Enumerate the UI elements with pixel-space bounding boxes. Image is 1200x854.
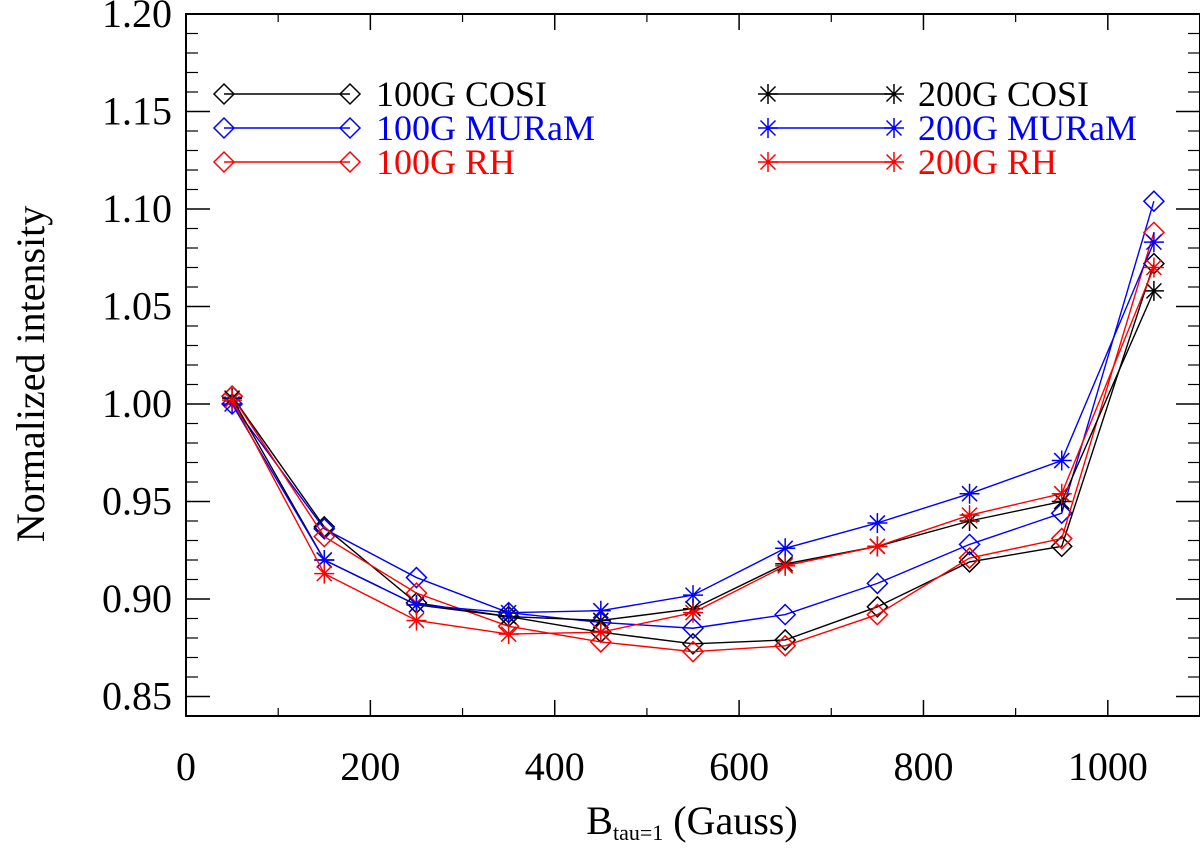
data-point [681,617,705,640]
data-point [681,632,705,655]
y-tick-label: 1.00 [102,381,172,426]
x-tick-label: 200 [340,744,400,789]
data-point [498,602,519,623]
data-point [866,572,889,595]
data-point [958,546,981,570]
data-point [1143,257,1164,278]
data-point [775,538,796,559]
series-line [231,290,1155,622]
data-point [590,622,611,643]
legend-marker [884,84,904,104]
legend-label: 200G RH [918,142,1057,182]
series-200g-rh [222,257,1164,645]
y-tick-label: 1.20 [102,0,172,36]
legend-marker [212,116,236,140]
legend-entry: 200G RH [758,142,1057,182]
data-point [958,550,981,574]
legend-marker [212,150,236,174]
y-tick-label: 0.95 [102,479,172,524]
data-point [1050,502,1073,525]
data-point [867,536,888,557]
legend-label: 100G MURaM [376,108,595,148]
legend-entry: 200G COSI [758,74,1089,114]
data-point [1051,450,1072,471]
x-axis-title: Btau=1 (Gauss) [586,798,797,845]
series-line [231,267,1155,635]
data-point [1142,190,1165,213]
legend-marker [338,116,362,140]
data-point [406,610,427,631]
x-axis-title-unit: (Gauss) [673,798,797,843]
series-200g-muram [222,232,1164,623]
x-tick-label: 0 [176,744,196,789]
legend-marker [338,150,362,174]
data-point [867,512,888,533]
legend-label: 100G COSI [376,74,547,114]
data-point [866,595,889,618]
data-point [959,505,980,526]
data-point [406,594,427,615]
legend-marker [884,118,904,138]
data-point [681,640,705,663]
series-line [231,263,1155,645]
y-tick-label: 1.10 [102,186,172,231]
legend-label: 200G MURaM [918,108,1137,148]
data-point [222,390,243,411]
legend-entry: 100G COSI [212,74,547,114]
data-point [590,600,611,621]
y-tick-label: 1.15 [102,89,172,134]
data-point [1050,535,1073,558]
data-point [683,585,703,606]
data-point [314,550,335,570]
y-tick-label: 0.85 [102,674,172,719]
data-point [314,563,335,584]
y-tick-label: 1.05 [102,284,172,329]
data-point [1050,527,1073,550]
legend-label: 200G COSI [918,74,1089,114]
legend-marker [758,84,778,104]
data-point [498,624,519,645]
series-line [231,232,1155,653]
data-point [1143,232,1164,253]
legend-entry: 200G MURaM [758,108,1137,148]
x-tick-label: 1000 [1068,744,1148,789]
data-point [774,603,797,626]
x-axis-title-subscript: tau=1 [613,820,663,845]
data-point [958,533,981,556]
series-line [231,201,1155,629]
series-line [231,241,1155,614]
x-tick-label: 800 [893,744,953,789]
data-point [774,628,797,652]
data-point [313,525,336,548]
legend-marker [338,82,362,106]
data-point [1051,483,1072,504]
legend-label: 100G RH [376,142,515,182]
legend-entry: 100G RH [212,142,515,182]
legend-marker [212,82,236,106]
legend-marker [758,118,778,138]
x-axis-title-base: B [586,798,613,843]
data-point [405,566,428,589]
data-point [1143,280,1164,301]
series-200g-cosi [222,280,1164,631]
data-point [775,555,796,576]
data-point [774,634,797,657]
series-100g-muram [221,190,1165,640]
x-tick-label: 400 [525,744,585,789]
y-axis-title: Normalized intensity [8,206,53,543]
series-layer [221,190,1165,663]
y-tick-label: 0.90 [102,576,172,621]
ticks-layer: 0 200 400 600 800 1000 0.85 0.90 0.95 1.00 1.05 1.1… [102,0,1200,789]
data-point [866,603,889,626]
data-point [683,602,703,623]
x-tick-label: 600 [709,744,769,789]
legend-marker [884,152,904,172]
legend-marker [758,152,778,172]
data-point [959,483,980,504]
legend-entry: 100G MURaM [212,108,595,148]
